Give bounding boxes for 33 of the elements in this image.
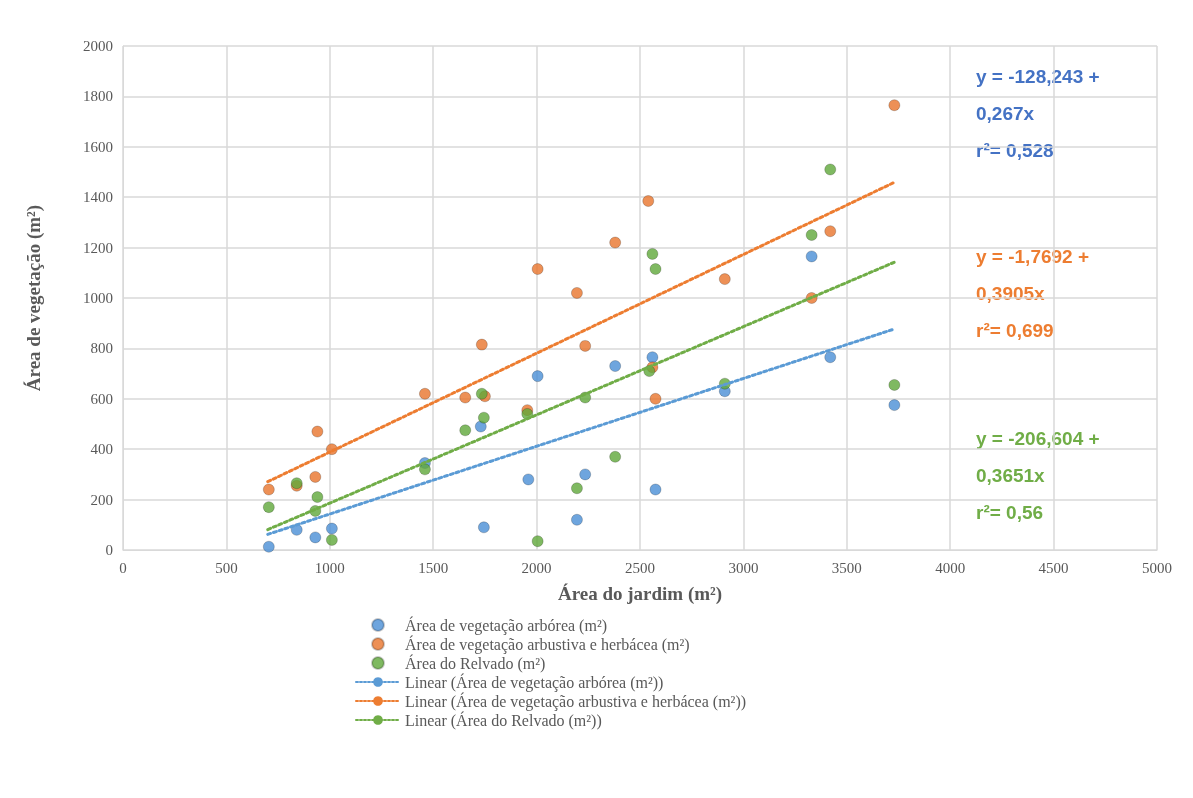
x-tick-label: 0 <box>119 559 127 576</box>
x-axis-title: Área do jardim (m²) <box>557 583 723 605</box>
y-tick-label: 2000 <box>83 38 113 54</box>
legend-label: Área de vegetação arbustiva e herbácea (m²) <box>405 634 690 654</box>
y-tick-label: 200 <box>90 491 113 508</box>
legend-label: Área do Relvado (m²) <box>405 653 546 673</box>
y-tick-label: 0 <box>105 542 113 558</box>
legend-label: Linear (Área do Relvado (m²)) <box>405 710 602 730</box>
y-tick-label: 1000 <box>83 290 113 306</box>
x-tick-label: 4500 <box>1038 559 1069 576</box>
x-tick-label: 1000 <box>314 559 345 576</box>
y-tick-label: 600 <box>90 390 113 407</box>
x-tick-label: 4000 <box>935 559 966 576</box>
annotation: y = -1,7692 + 0,3905x r²= 0,699 <box>976 246 1090 341</box>
legend-label: Linear (Área de vegetação arbórea (m²)) <box>405 672 664 692</box>
x-tick-label: 3000 <box>728 559 759 576</box>
x-tick-label: 2500 <box>625 559 655 576</box>
x-tick-label: 1500 <box>418 559 449 576</box>
x-tick-label: 5000 <box>1142 559 1172 576</box>
x-tick-label: 500 <box>215 559 238 576</box>
legend-label: Linear (Área de vegetação arbustiva e herbácea (m²)) <box>405 691 747 711</box>
annotation: y = -206,604 + 0,3651x r²= 0,56 <box>976 428 1100 523</box>
y-tick-label: 1400 <box>83 189 113 206</box>
x-tick-label: 2000 <box>521 559 552 576</box>
y-tick-label: 1200 <box>83 239 113 256</box>
y-tick-label: 800 <box>90 340 113 357</box>
y-tick-label: 1600 <box>83 138 113 155</box>
y-tick-label: 400 <box>90 441 113 458</box>
y-axis-title: Área de vegetação (m²) <box>23 204 45 392</box>
y-tick-label: 1800 <box>83 88 113 105</box>
legend-label: Área de vegetação arbórea (m²) <box>405 615 607 635</box>
x-tick-label: 3500 <box>831 559 862 576</box>
annotation: y = -128,243 + 0,267x r²= 0,528 <box>976 66 1100 161</box>
